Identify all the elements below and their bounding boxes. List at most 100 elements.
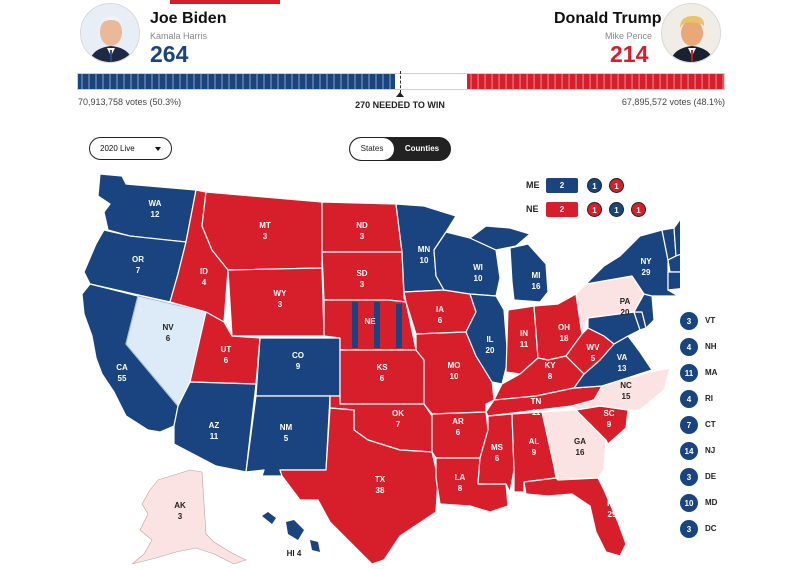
toggle-states[interactable]: States (350, 138, 394, 160)
small-state-dc[interactable]: 3 DC (680, 520, 780, 538)
us-electoral-map: WA12OR7CA55NV6ID4MT3WY3UT6CO9AZ11NM5ND3S… (0, 160, 680, 569)
state-ct[interactable] (668, 272, 680, 290)
nebraska-district-2: 1 (609, 202, 624, 217)
state-label-va: VA (617, 353, 628, 362)
state-ev-ms: 6 (495, 454, 500, 463)
state-ev-or: 7 (136, 266, 141, 275)
state-label-ky: KY (544, 361, 556, 370)
small-state-de[interactable]: 3 DE (680, 468, 780, 486)
small-state-abbr: VT (705, 316, 715, 325)
maine-district-1: 1 (587, 178, 602, 193)
biden-electoral-votes: 264 (150, 41, 188, 68)
state-ev-fl: 29 (608, 510, 617, 519)
toggle-counties[interactable]: Counties (394, 138, 450, 160)
state-label-mt: MT (259, 221, 271, 230)
state-label-hi: HI 4 (287, 549, 302, 558)
view-toggle: States Counties (349, 137, 451, 161)
trump-name: Donald Trump (554, 10, 662, 28)
state-label-mi: MI (532, 271, 541, 280)
state-ev-va: 13 (618, 364, 627, 373)
state-ev-ut: 6 (224, 356, 229, 365)
small-state-abbr: DC (705, 524, 717, 533)
maine-statewide-pill: 2 (546, 178, 578, 193)
state-label-ar: AR (452, 417, 464, 426)
state-ev-ks: 6 (380, 374, 385, 383)
state-hi[interactable] (262, 512, 320, 552)
small-state-ev: 14 (680, 442, 698, 460)
small-state-vt[interactable]: 3 VT (680, 312, 780, 330)
state-ev-ia: 6 (438, 316, 443, 325)
state-ev-pa: 20 (621, 308, 630, 317)
state-label-la: LA (455, 473, 466, 482)
state-ev-il: 20 (486, 346, 495, 355)
state-label-ut: UT (221, 345, 232, 354)
maine-district-2: 1 (609, 178, 624, 193)
state-ev-az: 11 (210, 432, 219, 441)
biden-popular-vote: 70,913,758 votes (50.3%) (78, 97, 181, 107)
state-label-co: CO (292, 351, 304, 360)
state-label-in: IN (520, 329, 528, 338)
state-ev-id: 4 (202, 278, 207, 287)
state-label-ne: NE (364, 317, 376, 326)
state-ev-ok: 7 (396, 420, 401, 429)
biden-bar-fill (78, 74, 395, 89)
state-ev-in: 11 (520, 340, 529, 349)
state-ev-nm: 5 (284, 434, 289, 443)
state-label-id: ID (200, 267, 208, 276)
trump-portrait-icon (661, 3, 721, 63)
state-ev-tx: 38 (376, 486, 385, 495)
maine-split-label: ME (526, 180, 540, 190)
state-mt[interactable] (202, 192, 322, 270)
state-ev-la: 8 (458, 484, 463, 493)
year-select-value: 2020 Live (100, 144, 135, 153)
header-accent-bar (170, 0, 280, 4)
year-select[interactable]: 2020 Live (89, 137, 172, 160)
needed-to-win-label: 270 NEEDED TO WIN (300, 100, 500, 110)
state-label-tx: TX (375, 475, 386, 484)
small-state-abbr: MD (705, 498, 717, 507)
state-ev-ga: 16 (576, 448, 585, 457)
state-label-il: IL (486, 335, 493, 344)
state-ev-tn: 11 (532, 408, 541, 417)
state-label-ok: OK (392, 409, 404, 418)
state-label-ca: CA (116, 363, 128, 372)
state-ev-ak: 3 (178, 512, 183, 521)
state-ev-oh: 18 (560, 334, 569, 343)
state-ev-nv: 6 (166, 334, 171, 343)
trump-electoral-votes: 214 (610, 41, 648, 68)
state-ev-ca: 55 (118, 374, 127, 383)
state-label-mo: MO (448, 361, 461, 370)
small-state-md[interactable]: 10 MD (680, 494, 780, 512)
state-label-ga: GA (574, 437, 586, 446)
small-state-nj[interactable]: 14 NJ (680, 442, 780, 460)
state-ev-al: 9 (532, 448, 537, 457)
trump-running-mate: Mike Pence (605, 31, 652, 41)
state-ak[interactable] (132, 470, 246, 564)
state-wy[interactable] (228, 268, 324, 336)
small-state-abbr: RI (705, 394, 713, 403)
small-state-abbr: CT (705, 420, 716, 429)
small-state-abbr: NJ (705, 446, 715, 455)
biden-portrait-icon (80, 3, 140, 63)
small-state-ev: 3 (680, 520, 698, 538)
state-label-tn: TN (531, 397, 542, 406)
chevron-down-icon (155, 147, 161, 151)
state-label-mn: MN (418, 245, 431, 254)
state-mi[interactable] (510, 244, 548, 302)
small-state-nh[interactable]: 4 NH (680, 338, 780, 356)
nebraska-district-1: 1 (587, 202, 602, 217)
small-state-ri[interactable]: 4 RI (680, 390, 780, 408)
state-ev-wy: 3 (278, 300, 283, 309)
state-ev-ar: 6 (456, 428, 461, 437)
state-ev-wi: 10 (474, 274, 483, 283)
threshold-marker (400, 71, 401, 93)
state-ev-sc: 9 (607, 420, 612, 429)
state-ev-mn: 10 (420, 256, 429, 265)
trump-popular-vote: 67,895,572 votes (48.1%) (622, 97, 725, 107)
small-state-ct[interactable]: 7 CT (680, 416, 780, 434)
small-state-ma[interactable]: 11 MA (680, 364, 780, 382)
state-ev-wv: 5 (591, 354, 596, 363)
state-label-ia: IA (436, 305, 444, 314)
state-ev-mi: 16 (532, 282, 541, 291)
